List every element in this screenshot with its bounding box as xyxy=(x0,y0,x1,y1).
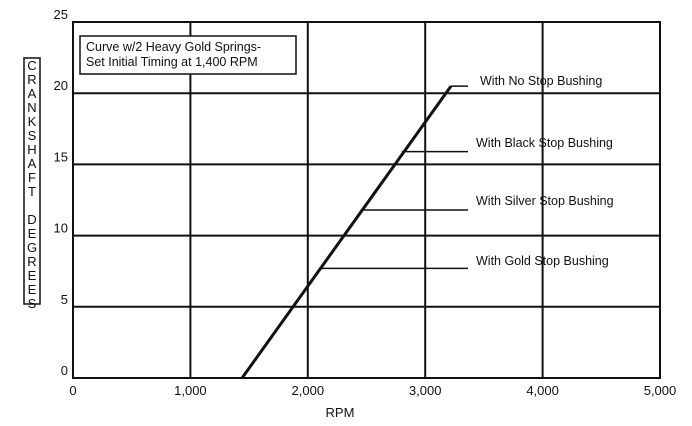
x-tick-label: 4,000 xyxy=(526,383,559,398)
grid-layer xyxy=(72,21,661,379)
x-tick-label: 1,000 xyxy=(174,383,207,398)
x-tick-label: 0 xyxy=(69,383,76,398)
info-box-line: Curve w/2 Heavy Gold Springs- xyxy=(86,40,261,54)
y-tick-label: 5 xyxy=(61,292,68,307)
tick-layer: 0 1,000 2,000 3,000 4,000 5,000 0 5 10 15 20 25 xyxy=(54,7,677,398)
x-axis-label: RPM xyxy=(326,405,355,420)
x-tick-label: 3,000 xyxy=(409,383,442,398)
plot-frame xyxy=(72,21,661,379)
info-box-line: Set Initial Timing at 1,400 RPM xyxy=(86,55,258,69)
x-tick-label: 5,000 xyxy=(644,383,677,398)
annotation-label: With No Stop Bushing xyxy=(480,74,602,88)
info-box xyxy=(79,35,297,75)
y-tick-label: 25 xyxy=(54,7,68,22)
annotation-layer: With No Stop Bushing With Black Stop Bush… xyxy=(319,74,614,270)
y-tick-label: 20 xyxy=(54,78,68,93)
y-tick-label: 10 xyxy=(54,221,68,236)
x-tick-label: 2,000 xyxy=(292,383,325,398)
y-tick-label: 0 xyxy=(61,363,68,378)
y-axis-label-box xyxy=(23,57,41,305)
series-layer xyxy=(240,85,453,379)
annotation-label: With Silver Stop Bushing xyxy=(476,194,614,208)
annotation-label: With Gold Stop Bushing xyxy=(476,254,609,268)
series-line xyxy=(240,85,453,379)
y-tick-label: 15 xyxy=(54,149,68,164)
box-layer: Curve w/2 Heavy Gold Springs-Set Initial… xyxy=(79,35,297,75)
annotation-label: With Black Stop Bushing xyxy=(476,136,613,150)
